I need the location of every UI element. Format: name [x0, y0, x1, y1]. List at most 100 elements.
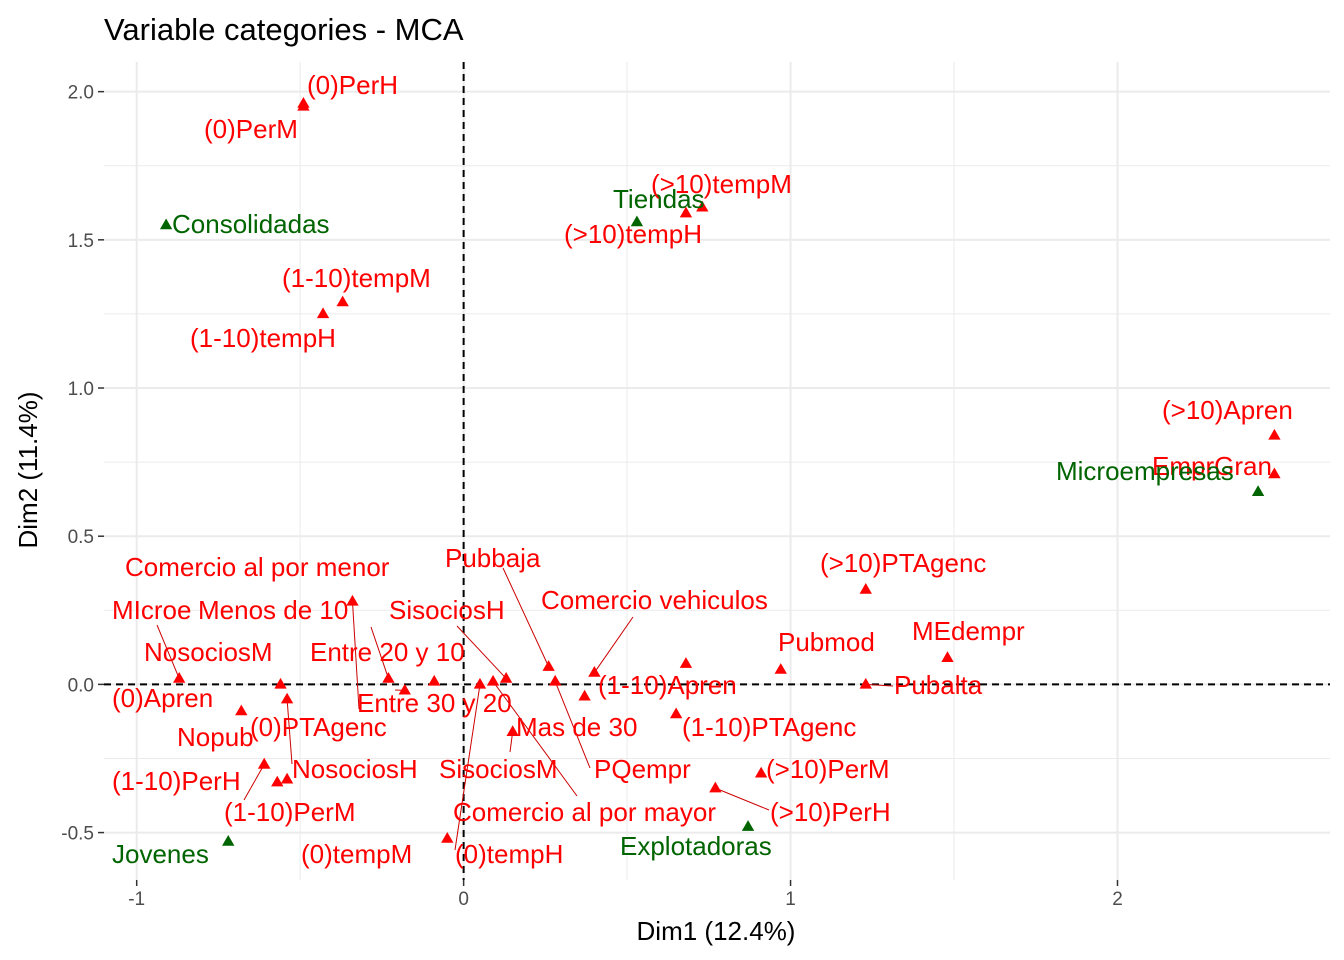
- point-pqempr: [548, 674, 562, 686]
- point-mas-de-30: [578, 689, 591, 701]
- x-tick-label: 0: [458, 889, 469, 910]
- chart-title: Variable categories - MCA: [104, 12, 464, 47]
- label-1-10-temph: (1-10)tempH: [190, 323, 336, 353]
- y-tick-label: 0.5: [68, 527, 94, 548]
- point-nosociosm: [274, 677, 287, 689]
- label-emprgran: EmprGran: [1152, 451, 1272, 481]
- point-comercio-al-por-mayor: [486, 674, 500, 686]
- point-pubbaja: [542, 660, 555, 671]
- point-consolidadas: [159, 218, 173, 230]
- point-0-temph: [473, 677, 487, 689]
- reference-lines: [104, 62, 1330, 880]
- axes: -1 0 1 2 -0.5 0.0 0.5 1.0 1.5 2.0: [61, 83, 1123, 910]
- label-sisociosm: SisociosM: [439, 754, 557, 784]
- point-pubalta: [859, 677, 872, 689]
- point-nosociosh: [280, 772, 294, 784]
- segment-10-perh: [715, 787, 770, 811]
- label-microempresas: Microempresas: [1056, 456, 1234, 486]
- point-comercio-al-por-menor: [346, 594, 359, 606]
- segment-menos-de-10: [370, 626, 389, 679]
- point-comercio-vehiculos: [588, 666, 601, 677]
- label-0-ptagenc: (0)PTAgenc: [250, 712, 387, 742]
- point-1-10-perm: [258, 757, 271, 769]
- label-pubalta: Pubalta: [894, 670, 983, 700]
- label-jovenes: Jovenes: [112, 839, 209, 869]
- point-jovenes: [222, 834, 235, 846]
- point-entre-20-y-10: [428, 674, 441, 686]
- point-0-apren: [235, 704, 248, 716]
- y-tick-label: 2.0: [68, 83, 94, 104]
- label-1-10-ptagenc: (1-10)PTAgenc: [682, 712, 856, 742]
- point-10-tempm: [696, 200, 709, 212]
- label-pubbaja: Pubbaja: [445, 543, 541, 573]
- point-tiendas: [630, 215, 644, 227]
- point-10-perh: [709, 781, 722, 793]
- segment-pqempr: [554, 681, 591, 769]
- data-points: [159, 96, 1281, 846]
- label-10-apren: (>10)Apren: [1162, 395, 1293, 425]
- x-tick-label: -1: [128, 889, 145, 910]
- point-1-10-apren: [679, 657, 693, 668]
- label-microe: MIcroe: [112, 595, 191, 625]
- point-pubmod: [774, 663, 787, 674]
- label-1-10-perm: (1-10)PerM: [224, 797, 355, 827]
- point-1-10-tempm: [336, 295, 349, 307]
- point-10-temph: [679, 206, 693, 218]
- label-10-perm: (>10)PerM: [766, 754, 890, 784]
- segment-comercio-vehiculos: [593, 616, 634, 673]
- point-0-perm: [297, 99, 310, 111]
- label-nosociosh: NosociosH: [292, 754, 418, 784]
- label-mas-de-30: Mas de 30: [516, 712, 637, 742]
- point-0-tempm: [441, 832, 454, 843]
- segment-pubalta: [865, 683, 894, 687]
- label-entre-20-y-10: Entre 20 y 10: [310, 637, 465, 667]
- label-tiendas: Tiendas: [613, 184, 705, 214]
- point-microempresas: [1251, 485, 1265, 496]
- y-tick-label: 1.5: [68, 231, 94, 252]
- y-axis-title: Dim2 (11.4%): [13, 391, 43, 548]
- label-explotadoras: Explotadoras: [620, 831, 772, 861]
- label-10-perh: (>10)PerH: [770, 797, 891, 827]
- point-1-10-ptagenc: [669, 707, 683, 719]
- label-sisociosh: SisociosH: [389, 595, 505, 625]
- point-1-10-perh: [271, 775, 284, 787]
- segment-0-ptagenc: [286, 699, 293, 765]
- segment-microe: [156, 624, 180, 679]
- label-nosociosm: NosociosM: [144, 637, 273, 667]
- x-tick-label: 2: [1112, 889, 1123, 910]
- label-menos-de-10: Menos de 10: [198, 595, 348, 625]
- label-0-temph: (0)tempH: [455, 839, 563, 869]
- segment-pubbaja: [502, 567, 550, 667]
- label-comercio-vehiculos: Comercio vehiculos: [541, 585, 768, 615]
- label-10-tempm: (>10)tempM: [651, 169, 792, 199]
- label-0-tempm: (0)tempM: [301, 839, 412, 869]
- label-1-10-tempm: (1-10)tempM: [282, 263, 431, 293]
- label-10-temph: (>10)tempH: [564, 219, 702, 249]
- label-1-10-perh: (1-10)PerH: [112, 766, 241, 796]
- x-axis-title: Dim1 (12.4%): [637, 916, 796, 946]
- point-10-ptagenc: [859, 583, 872, 594]
- label-0-perh: (0)PerH: [307, 70, 398, 100]
- label-1-10-apren: (1-10)Apren: [598, 670, 737, 700]
- point-1-10-temph: [316, 307, 330, 319]
- point-menos-de-10: [382, 671, 395, 683]
- label-medempr: MEdempr: [912, 616, 1025, 646]
- label-0-perm: (0)PerM: [204, 114, 298, 144]
- label-entre-30-y-20: Entre 30 y 20: [357, 688, 512, 718]
- segment-comercio-al-por-menor: [351, 601, 360, 710]
- point-sisociosh: [499, 671, 513, 683]
- label-10-ptagenc: (>10)PTAgenc: [820, 548, 986, 578]
- label-consolidadas: Consolidadas: [172, 209, 330, 239]
- label-pqempr: PQempr: [594, 754, 691, 784]
- point-explotadoras: [741, 820, 755, 831]
- point-10-apren: [1268, 428, 1281, 440]
- label-comercio-al-por-menor: Comercio al por menor: [125, 552, 390, 582]
- point-microe: [173, 671, 186, 683]
- point-0-ptagenc: [280, 692, 294, 704]
- label-pubmod: Pubmod: [778, 627, 875, 657]
- label-0-apren: (0)Apren: [112, 683, 213, 713]
- point-labels: (0)PerH (0)PerM Consolidadas (1-10)tempM (1-…: [112, 70, 1293, 869]
- point-emprgran: [1268, 467, 1281, 479]
